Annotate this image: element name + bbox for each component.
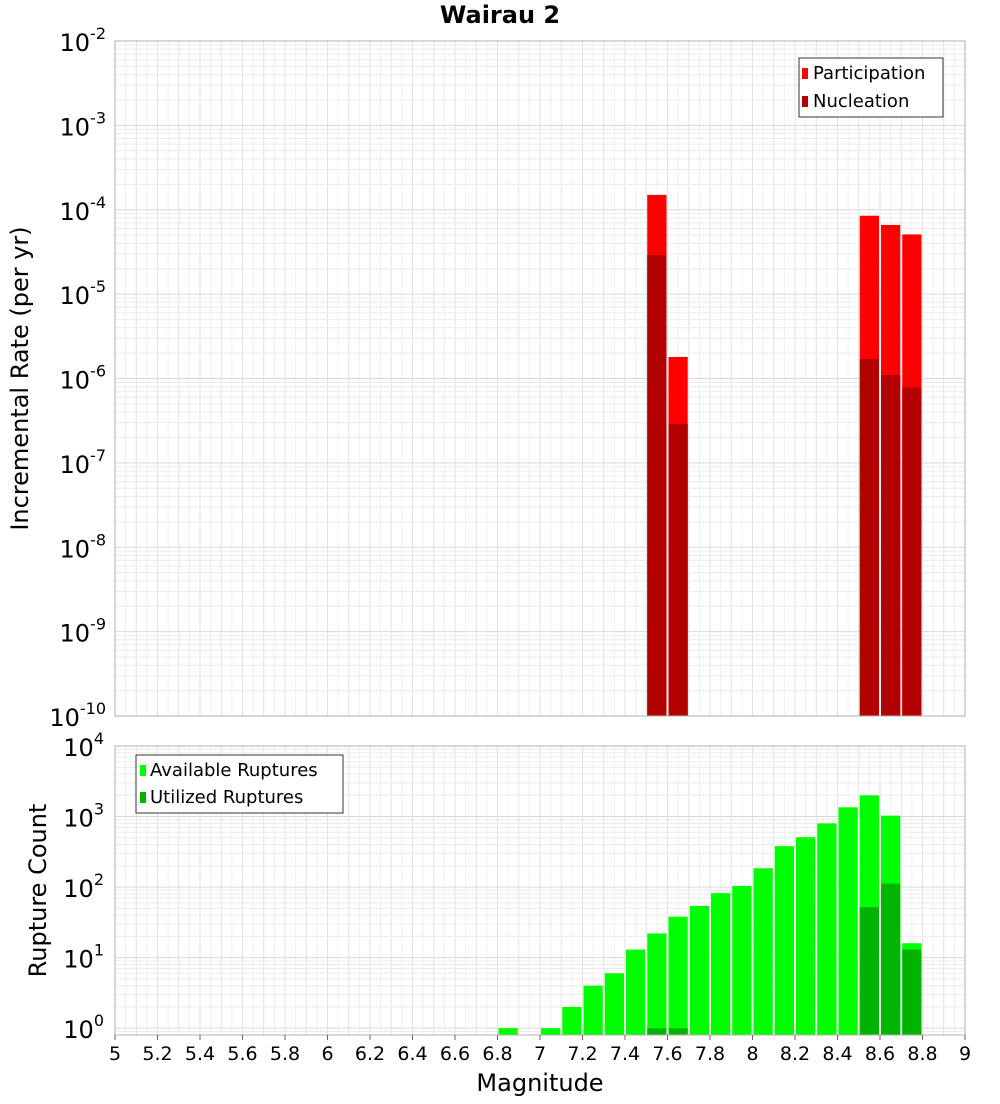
top-y-tick-label: 10-8 xyxy=(60,530,107,563)
bottom-series-0 xyxy=(498,795,922,1035)
chart-title: Wairau 2 xyxy=(440,1,560,29)
bottom-bar xyxy=(668,916,688,1035)
bottom-y-axis-label: Rupture Count xyxy=(24,804,52,978)
bottom-bar xyxy=(647,933,667,1035)
top-bar xyxy=(647,255,667,716)
x-tick-label: 8.4 xyxy=(822,1043,852,1065)
x-tick-label: 8.6 xyxy=(865,1043,895,1065)
top-y-tick-label: 10-7 xyxy=(60,446,107,479)
bottom-legend-swatch xyxy=(140,765,146,776)
bottom-bar xyxy=(647,1028,667,1035)
top-plot-border xyxy=(114,40,966,717)
x-tick-label: 6.4 xyxy=(397,1043,427,1065)
bottom-bar xyxy=(838,807,858,1035)
top-y-tick-label: 10-4 xyxy=(60,193,107,226)
bottom-bar xyxy=(583,985,603,1035)
x-tick-label: 6.8 xyxy=(482,1043,512,1065)
x-axis-label: Magnitude xyxy=(476,1069,603,1097)
x-tick-label: 8 xyxy=(746,1043,758,1065)
top-y-tick-label: 10-3 xyxy=(60,108,107,141)
x-tick-label: 8.2 xyxy=(780,1043,810,1065)
bottom-bar xyxy=(626,949,646,1035)
bottom-bar xyxy=(541,1028,561,1035)
bottom-bar xyxy=(796,837,816,1035)
top-bar xyxy=(859,359,879,716)
bottom-legend-box xyxy=(135,754,344,814)
bottom-legend-label: Utilized Ruptures xyxy=(150,787,303,808)
top-legend-label: Participation xyxy=(813,63,925,84)
bottom-bar xyxy=(668,1028,688,1035)
x-tick-label: 6 xyxy=(321,1043,333,1065)
bottom-y-tick-label: 101 xyxy=(63,941,104,974)
top-y-tick-label: 10-10 xyxy=(49,699,106,732)
bottom-bar xyxy=(902,949,922,1035)
x-tick-label: 8.8 xyxy=(907,1043,937,1065)
top-bar xyxy=(668,423,688,716)
x-tick-label: 5.8 xyxy=(270,1043,300,1065)
top-y-axis-label: Incremental Rate (per yr) xyxy=(6,226,34,530)
x-tick-label: 7.2 xyxy=(567,1043,597,1065)
x-tick-label: 7.8 xyxy=(695,1043,725,1065)
x-tick-label: 7.6 xyxy=(652,1043,682,1065)
top-legend-swatch xyxy=(802,96,808,107)
top-gridlines xyxy=(114,41,966,717)
top-bar xyxy=(902,387,922,716)
top-legend-swatch xyxy=(802,68,808,79)
x-tick-label: 6.2 xyxy=(355,1043,385,1065)
x-tick-label: 9 xyxy=(959,1043,971,1065)
bottom-y-tick-label: 102 xyxy=(63,870,104,903)
bottom-legend: Available Ruptures Utilized Ruptures xyxy=(135,754,344,814)
x-tick-label: 7.4 xyxy=(610,1043,640,1065)
bottom-bar xyxy=(774,846,794,1035)
bottom-bar xyxy=(562,1006,582,1035)
bottom-bar xyxy=(604,973,624,1035)
top-legend: Participation Nucleation xyxy=(798,57,944,118)
top-y-tick-label: 10-5 xyxy=(60,277,107,310)
bottom-bar xyxy=(498,1028,518,1035)
x-tick-label: 5.6 xyxy=(227,1043,257,1065)
top-series-1 xyxy=(647,255,922,716)
top-y-tick-label: 10-9 xyxy=(60,615,107,648)
x-tick-label: 6.6 xyxy=(440,1043,470,1065)
top-y-tick-label: 10-2 xyxy=(60,24,107,57)
top-y-tick-label: 10-6 xyxy=(60,362,107,395)
bottom-legend-label: Available Ruptures xyxy=(150,760,318,781)
bottom-bar xyxy=(711,893,731,1035)
bottom-y-tick-label: 103 xyxy=(63,800,104,833)
x-tick-label: 7 xyxy=(534,1043,546,1065)
bottom-bar xyxy=(881,883,901,1035)
bottom-bar xyxy=(689,905,709,1035)
bottom-bar xyxy=(732,885,752,1035)
top-bar xyxy=(881,375,901,716)
top-legend-box xyxy=(798,57,944,118)
x-tick-label: 5 xyxy=(109,1043,121,1065)
bottom-legend-swatch xyxy=(140,792,146,803)
bottom-bar xyxy=(859,907,879,1035)
bottom-bar xyxy=(753,868,773,1035)
x-tick-label: 5.4 xyxy=(185,1043,215,1065)
bottom-bar xyxy=(817,823,837,1035)
x-tick-label: 5.2 xyxy=(142,1043,172,1065)
bottom-y-tick-label: 100 xyxy=(63,1011,104,1044)
bottom-y-tick-label: 104 xyxy=(63,729,104,762)
bottom-series-1 xyxy=(647,883,922,1035)
top-legend-label: Nucleation xyxy=(813,91,909,112)
